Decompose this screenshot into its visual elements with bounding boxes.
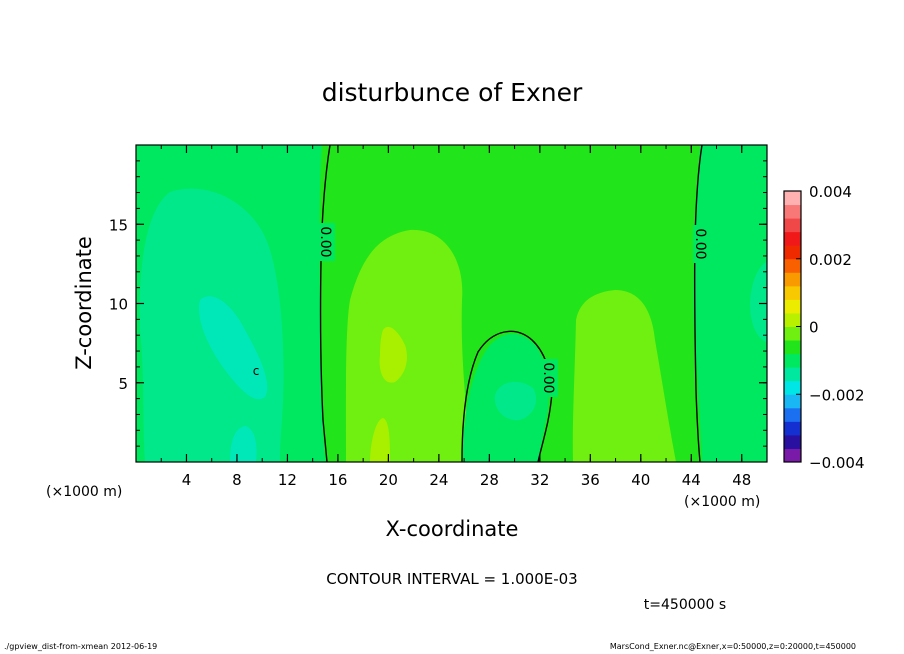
- region-cool-right-band: [693, 145, 767, 462]
- contour-label-text: 0.00: [692, 228, 708, 259]
- y-tick-labels: 5 10 15: [109, 216, 128, 393]
- colorbar-swatch: [784, 231, 801, 246]
- small-contour-label: c: [253, 364, 260, 378]
- x-tick-label: 44: [682, 471, 701, 489]
- region-cool-center-core: [494, 381, 537, 421]
- y-tick-label: 10: [109, 296, 128, 314]
- contour-label-left: 0.00: [317, 223, 335, 261]
- colorbar-swatch: [784, 204, 801, 219]
- y-tick-label: 15: [109, 216, 128, 234]
- x-tick-label: 32: [530, 471, 549, 489]
- region-cool-left-bottom: [230, 426, 257, 462]
- footer-left: ./gpview_dist-from-xmean 2012-06-19: [4, 642, 158, 651]
- axis-ticks: [136, 145, 767, 462]
- colorbar-swatch: [784, 353, 801, 368]
- x-axis-label: X-coordinate: [386, 517, 519, 541]
- x-tick-label: 28: [480, 471, 499, 489]
- colorbar-swatch: [784, 380, 801, 395]
- x-tick-label: 8: [232, 471, 242, 489]
- colorbar-swatch: [784, 272, 801, 287]
- region-cool-left-core: [199, 296, 268, 400]
- x-tick-label: 40: [631, 471, 650, 489]
- colorbar-swatch: [784, 394, 801, 409]
- x-tick-label: 12: [278, 471, 297, 489]
- contour-interval-label: CONTOUR INTERVAL = 1.000E-03: [326, 570, 577, 588]
- colorbar-swatch: [784, 326, 801, 341]
- x-tick-label: 4: [182, 471, 192, 489]
- y-axis-label: Z-coordinate: [72, 236, 96, 370]
- colorbar-swatch: [784, 285, 801, 300]
- chart-title: disturbunce of Exner: [322, 78, 583, 107]
- zero-contour-left: [319, 145, 331, 462]
- x-tick-label: 20: [379, 471, 398, 489]
- zero-contour-center: [461, 330, 553, 462]
- colorbar-tick-label: 0: [809, 319, 819, 337]
- colorbar-tick-label: 0.002: [809, 251, 852, 269]
- contour-label-center: 0.00: [540, 359, 558, 397]
- zero-contour-right: [693, 145, 703, 462]
- colorbar-swatch: [784, 191, 801, 206]
- colorbar-swatch: [784, 448, 801, 463]
- colorbar-tick-label: 0.004: [809, 183, 852, 201]
- footer-right: MarsCond_Exner.nc@Exner,x=0:50000,z=0:20…: [609, 642, 856, 651]
- x-tick-label: 36: [581, 471, 600, 489]
- colorbar-tick-label: −0.002: [809, 386, 865, 404]
- x-tick-label: 16: [328, 471, 347, 489]
- x-unit-right: (×1000 m): [684, 494, 760, 510]
- colorbar-swatch: [784, 299, 801, 314]
- region-warm-center-left-core-low: [370, 418, 390, 462]
- y-tick-label: 5: [118, 375, 128, 393]
- colorbar-swatch: [784, 407, 801, 422]
- colorbar-swatch: [784, 245, 801, 260]
- colorbar-swatch: [784, 312, 801, 327]
- colorbar-swatch: [784, 421, 801, 436]
- region-cool-right-edge: [750, 262, 767, 342]
- contour-label-text: 0.00: [540, 362, 556, 393]
- time-label: t=450000 s: [644, 597, 726, 613]
- x-tick-labels: 4 8 12 16 20 24 28 32 36 40 44 48: [182, 471, 752, 489]
- colorbar-swatch: [784, 367, 801, 382]
- colorbar-ticks: [796, 190, 801, 463]
- colorbar-swatch: [784, 258, 801, 273]
- contour-label-text: 0.00: [317, 226, 333, 257]
- x-tick-label: 24: [429, 471, 448, 489]
- region-warm-center-left-core: [379, 326, 407, 383]
- heatmap-field: [136, 145, 767, 462]
- x-unit-left: (×1000 m): [46, 484, 122, 500]
- contour-label-bg: [541, 359, 558, 397]
- colorbar: [784, 191, 801, 463]
- region-warm-center-right: [572, 290, 676, 462]
- x-tick-label: 48: [732, 471, 751, 489]
- contour-label-right: 0.00: [692, 225, 710, 263]
- colorbar-labels: 0.004 0.002 0 −0.002 −0.004: [809, 183, 865, 472]
- colorbar-tick-label: −0.004: [809, 454, 865, 472]
- contour-label-bg: [318, 223, 335, 261]
- colorbar-swatch: [784, 434, 801, 449]
- contour-label-bg: [693, 225, 710, 263]
- region-warm-center-left: [345, 229, 470, 462]
- colorbar-swatch: [784, 340, 801, 355]
- colorbar-swatch: [784, 218, 801, 233]
